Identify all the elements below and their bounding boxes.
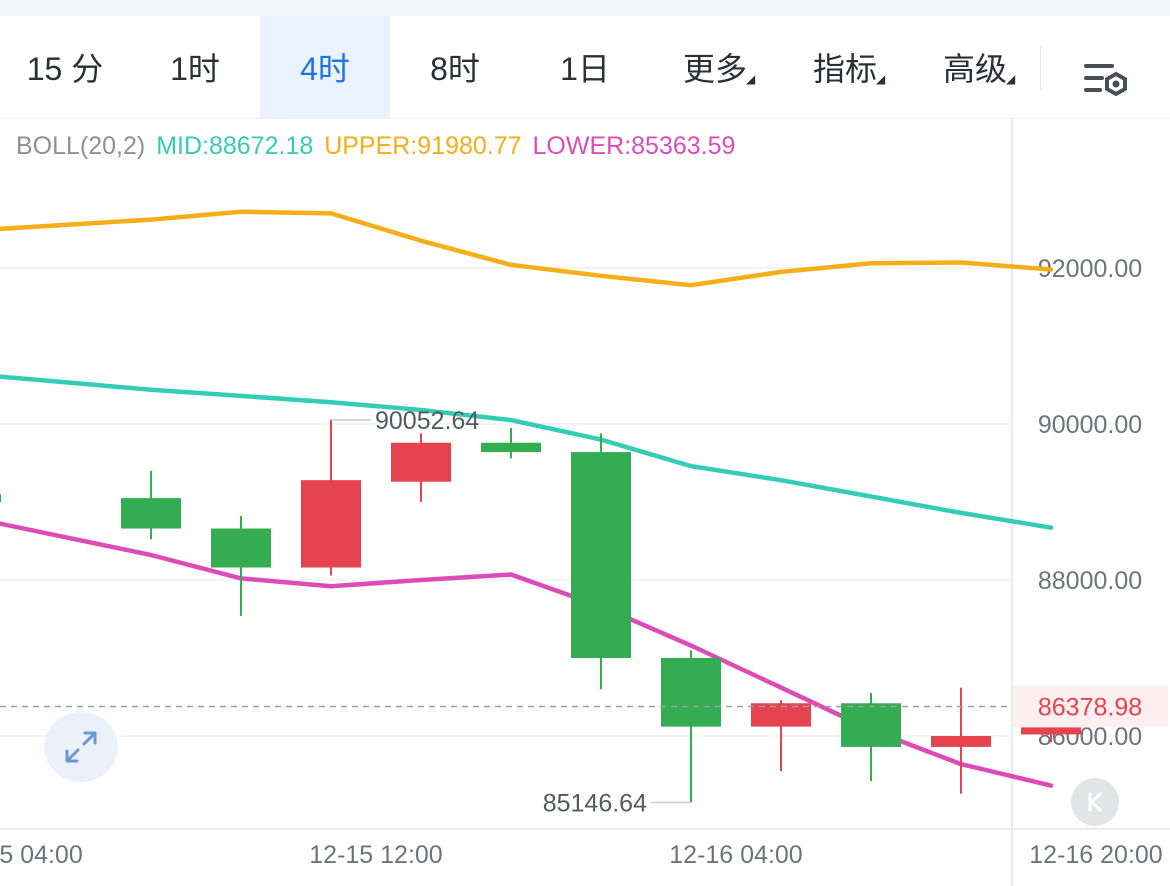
tab-label: 更多	[682, 51, 747, 87]
x-tick-label: 12-15 12:00	[309, 841, 442, 869]
candle-down	[841, 703, 901, 747]
expand-arrows-icon	[65, 731, 97, 763]
legend-lower: LOWER:85363.59	[532, 132, 736, 160]
boll-mid-line	[0, 374, 1054, 530]
dropdown-triangle-icon: ◢	[1006, 72, 1016, 86]
tab-label: 指标	[812, 51, 877, 87]
y-tick-label: 88000.00	[1038, 567, 1142, 595]
chart-settings-button[interactable]	[1078, 56, 1130, 108]
candle-down	[481, 442, 541, 453]
tab-advanced[interactable]: 高级 ◢	[910, 16, 1040, 118]
tab-15min[interactable]: 15 分	[0, 16, 130, 118]
interval-tab-bar: 15 分 1时 4时 8时 1日 更多 ◢ 指标 ◢ 高级 ◢	[0, 16, 1170, 119]
scroll-to-latest-button[interactable]	[1071, 778, 1119, 826]
candle-up	[751, 703, 811, 727]
tab-label: 1时	[170, 51, 220, 87]
tab-1d[interactable]: 1日	[520, 16, 650, 118]
candle-up	[301, 480, 361, 568]
candle-down	[0, 494, 1, 502]
tab-label: 8时	[430, 51, 480, 87]
y-tick-label: 92000.00	[1038, 255, 1142, 283]
legend-mid: MID:88672.18	[156, 132, 314, 160]
tab-label: 15 分	[26, 51, 104, 87]
tab-more[interactable]: 更多 ◢	[650, 16, 780, 118]
candle-up	[391, 442, 451, 482]
legend-upper: UPPER:91980.77	[324, 132, 522, 160]
tab-label: 1日	[560, 51, 610, 87]
tab-4h[interactable]: 4时	[260, 16, 390, 118]
expand-chart-button[interactable]	[44, 712, 118, 782]
high-marker-label: 90052.64	[375, 407, 479, 435]
candle-down	[661, 658, 721, 727]
tab-divider	[1040, 46, 1041, 90]
boll-upper-line	[0, 209, 1054, 288]
candle-down	[211, 528, 271, 568]
boll-legend: BOLL(20,2) MID:88672.18 UPPER:91980.77 L…	[16, 132, 739, 161]
x-tick-label: 12-16 04:00	[669, 841, 802, 869]
current-price-label: 86378.98	[1038, 693, 1142, 721]
x-tick-label: 12-16 20:00	[1029, 841, 1162, 869]
dropdown-triangle-icon: ◢	[876, 72, 886, 86]
x-tick-label: 12-15 04:00	[0, 841, 83, 869]
tab-label: 4时	[300, 51, 350, 87]
tab-8h[interactable]: 8时	[390, 16, 520, 118]
current-price-badge	[1013, 685, 1168, 728]
candle-down	[571, 452, 631, 658]
chart-settings-icon	[1084, 64, 1127, 97]
candle-up	[931, 736, 991, 747]
top-status-strip	[0, 0, 1170, 16]
tab-1h[interactable]: 1时	[130, 16, 260, 118]
candle-down	[121, 498, 181, 529]
y-tick-label: 90000.00	[1038, 411, 1142, 439]
tab-indicators[interactable]: 指标 ◢	[780, 16, 910, 118]
scroll-to-latest-icon	[1088, 792, 1102, 812]
tab-label: 高级	[942, 51, 1007, 87]
low-marker-label: 85146.64	[543, 790, 647, 818]
dropdown-triangle-icon: ◢	[746, 72, 756, 86]
legend-indicator: BOLL(20,2)	[16, 132, 146, 160]
